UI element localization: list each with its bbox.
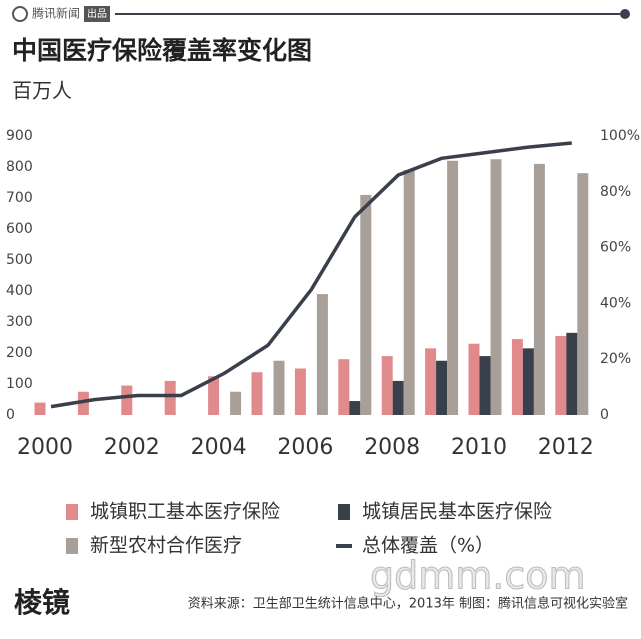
y-tick-label: 0 [6, 407, 15, 423]
legend-swatch [338, 504, 350, 520]
line [50, 141, 572, 409]
bar [34, 402, 46, 415]
bar [316, 294, 328, 415]
legend-swatch [66, 538, 78, 554]
y2-tick-label: 60% [600, 240, 631, 256]
x-tick-label: 2004 [191, 435, 247, 460]
logo: 棱镜 [14, 586, 70, 619]
y-tick-label: 300 [6, 314, 33, 330]
bar [230, 391, 242, 415]
bar [360, 194, 372, 415]
y-tick-label: 400 [6, 283, 33, 299]
bar [479, 356, 491, 415]
bar [577, 173, 589, 415]
source: 资料来源：卫生部卫生统计信息中心，2013年 制图：腾讯信息可视化实验室 [188, 596, 628, 612]
chart-title: 中国医疗保险覆盖率变化图 [12, 36, 312, 65]
y-tick-label: 500 [6, 252, 33, 268]
legend-label: 城镇居民基本医疗保险 [362, 501, 552, 523]
bar [490, 159, 502, 415]
legend-label: 总体覆盖（%） [362, 535, 494, 557]
bar [338, 359, 350, 415]
bar [522, 348, 534, 415]
x-tick-label: 2010 [451, 435, 507, 460]
brand-tag-bg [84, 6, 110, 22]
bar [533, 163, 545, 415]
brand-icon [12, 6, 28, 22]
bar [251, 372, 263, 415]
legend-swatch [66, 504, 78, 520]
x-tick-label: 2002 [104, 435, 160, 460]
bar [468, 343, 480, 415]
legend-label: 城镇职工基本医疗保险 [90, 501, 280, 523]
bar [349, 401, 361, 415]
bar [121, 385, 133, 415]
x-tick-label: 2000 [17, 435, 73, 460]
y-tick-label: 100 [6, 376, 33, 392]
header-dot [620, 9, 630, 19]
x-tick-label: 2008 [364, 435, 420, 460]
y2-tick-label: 20% [600, 351, 631, 367]
bar [511, 339, 523, 415]
bar [77, 391, 89, 415]
bar [425, 348, 437, 415]
y-tick-label: 600 [6, 221, 33, 237]
bar [447, 160, 459, 415]
y2-tick-label: 40% [600, 295, 631, 311]
brand: 腾讯新闻 [32, 6, 80, 21]
y-tick-label: 900 [6, 128, 33, 144]
y-tick-label: 200 [6, 345, 33, 361]
watermark: gdmm.com [370, 554, 586, 598]
y-tick-label: 800 [6, 159, 33, 175]
y-tick-label: 700 [6, 190, 33, 206]
subtitle: 百万人 [12, 79, 72, 103]
bar [392, 380, 404, 415]
bar [273, 360, 285, 415]
legend-label: 新型农村合作医疗 [90, 535, 242, 557]
x-tick-label: 2006 [277, 435, 333, 460]
bar [436, 360, 448, 415]
bar [566, 332, 578, 415]
bar [294, 368, 306, 415]
y2-tick-label: 100% [600, 128, 640, 144]
y2-tick-label: 0 [600, 407, 609, 423]
bar [164, 380, 176, 415]
bar [403, 170, 415, 415]
x-tick-label: 2012 [538, 435, 594, 460]
bar [381, 356, 393, 415]
bar [555, 335, 567, 415]
y2-tick-label: 80% [600, 184, 631, 200]
bar [208, 376, 220, 415]
brand-tag: 出品 [87, 7, 107, 20]
